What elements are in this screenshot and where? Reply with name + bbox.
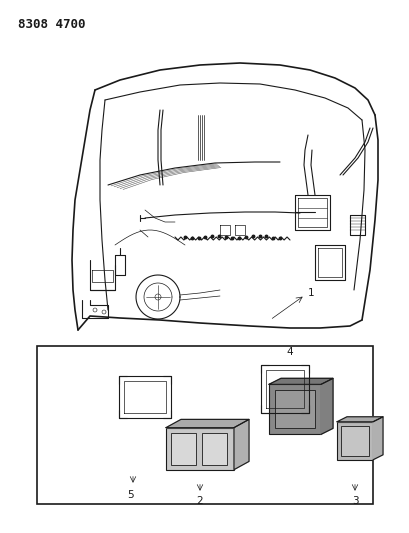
Text: 4: 4 [286, 347, 292, 357]
Bar [340, 426, 368, 456]
Polygon shape [268, 378, 332, 384]
Bar [166, 427, 234, 470]
Text: 1: 1 [307, 288, 314, 298]
Text: 3: 3 [351, 496, 357, 506]
Polygon shape [372, 417, 382, 460]
Bar [171, 433, 196, 465]
Bar [268, 384, 320, 434]
Text: 8308 4700: 8308 4700 [18, 18, 85, 31]
Text: 2: 2 [196, 496, 203, 506]
Polygon shape [234, 419, 248, 470]
Polygon shape [320, 378, 332, 434]
Text: 5: 5 [127, 490, 134, 499]
Bar [202, 433, 227, 465]
Bar [336, 422, 372, 460]
Polygon shape [336, 417, 382, 422]
Polygon shape [166, 419, 248, 427]
Bar [37, 346, 372, 504]
Bar [274, 390, 314, 429]
